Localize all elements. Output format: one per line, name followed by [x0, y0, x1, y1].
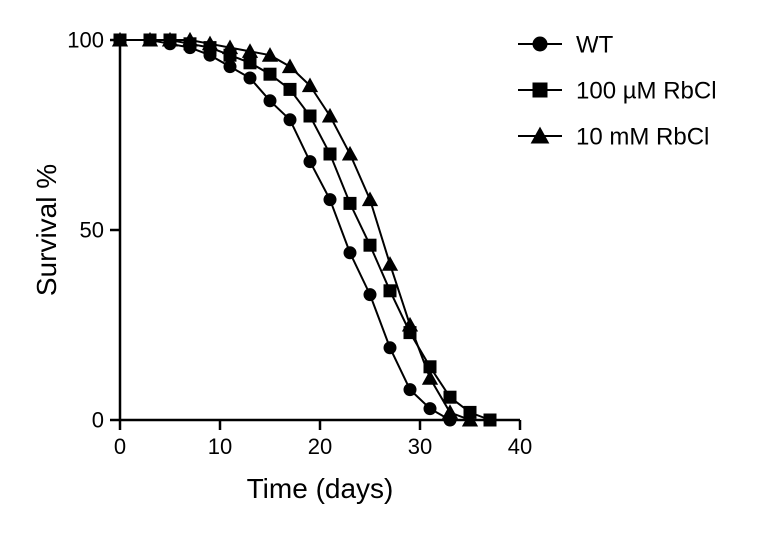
marker-circle [244, 72, 257, 85]
marker-square [484, 414, 497, 427]
marker-square [324, 148, 337, 161]
marker-triangle [362, 191, 378, 206]
marker-circle [404, 383, 417, 396]
marker-square [264, 68, 277, 81]
y-axis-label: Survival % [31, 164, 62, 296]
marker-square [304, 110, 317, 123]
marker-circle [424, 402, 437, 415]
marker-circle [224, 60, 237, 73]
x-tick-label: 0 [114, 434, 126, 459]
marker-square [444, 391, 457, 404]
series-group [112, 32, 497, 427]
marker-circle [284, 113, 297, 126]
legend-label: WT [576, 31, 614, 58]
x-tick-label: 10 [208, 434, 232, 459]
marker-triangle [322, 108, 338, 123]
marker-triangle [382, 256, 398, 271]
marker-circle [533, 37, 548, 52]
marker-triangle [282, 58, 298, 73]
legend: WT 100 µM RbCl 10 mM RbCl [518, 31, 717, 150]
x-tick-label: 30 [408, 434, 432, 459]
y-tick-label: 0 [92, 408, 104, 433]
marker-triangle [342, 146, 358, 161]
legend-label: 10 mM RbCl [576, 123, 709, 150]
marker-square [284, 83, 297, 96]
x-tick-label: 40 [508, 434, 532, 459]
y-axis: 0 50 100 [67, 28, 120, 433]
marker-square [384, 284, 397, 297]
marker-square [533, 83, 548, 98]
legend-label: 100 µM RbCl [576, 77, 717, 104]
series [114, 34, 497, 427]
x-tick-label: 20 [308, 434, 332, 459]
marker-circle [384, 341, 397, 354]
marker-circle [264, 94, 277, 107]
x-axis-label: Time (days) [247, 473, 394, 504]
marker-square [364, 239, 377, 252]
marker-circle [344, 246, 357, 259]
marker-triangle [442, 404, 458, 419]
series-line [120, 40, 450, 420]
survival-chart: 0 50 100 0 10 20 30 40 WT 100 µM RbCl 10 mM RbCl… [0, 0, 764, 550]
marker-circle [324, 193, 337, 206]
marker-circle [364, 288, 377, 301]
y-tick-label: 100 [67, 28, 104, 53]
y-tick-label: 50 [80, 218, 104, 243]
marker-square [244, 56, 257, 69]
marker-square [344, 197, 357, 210]
marker-circle [304, 155, 317, 168]
